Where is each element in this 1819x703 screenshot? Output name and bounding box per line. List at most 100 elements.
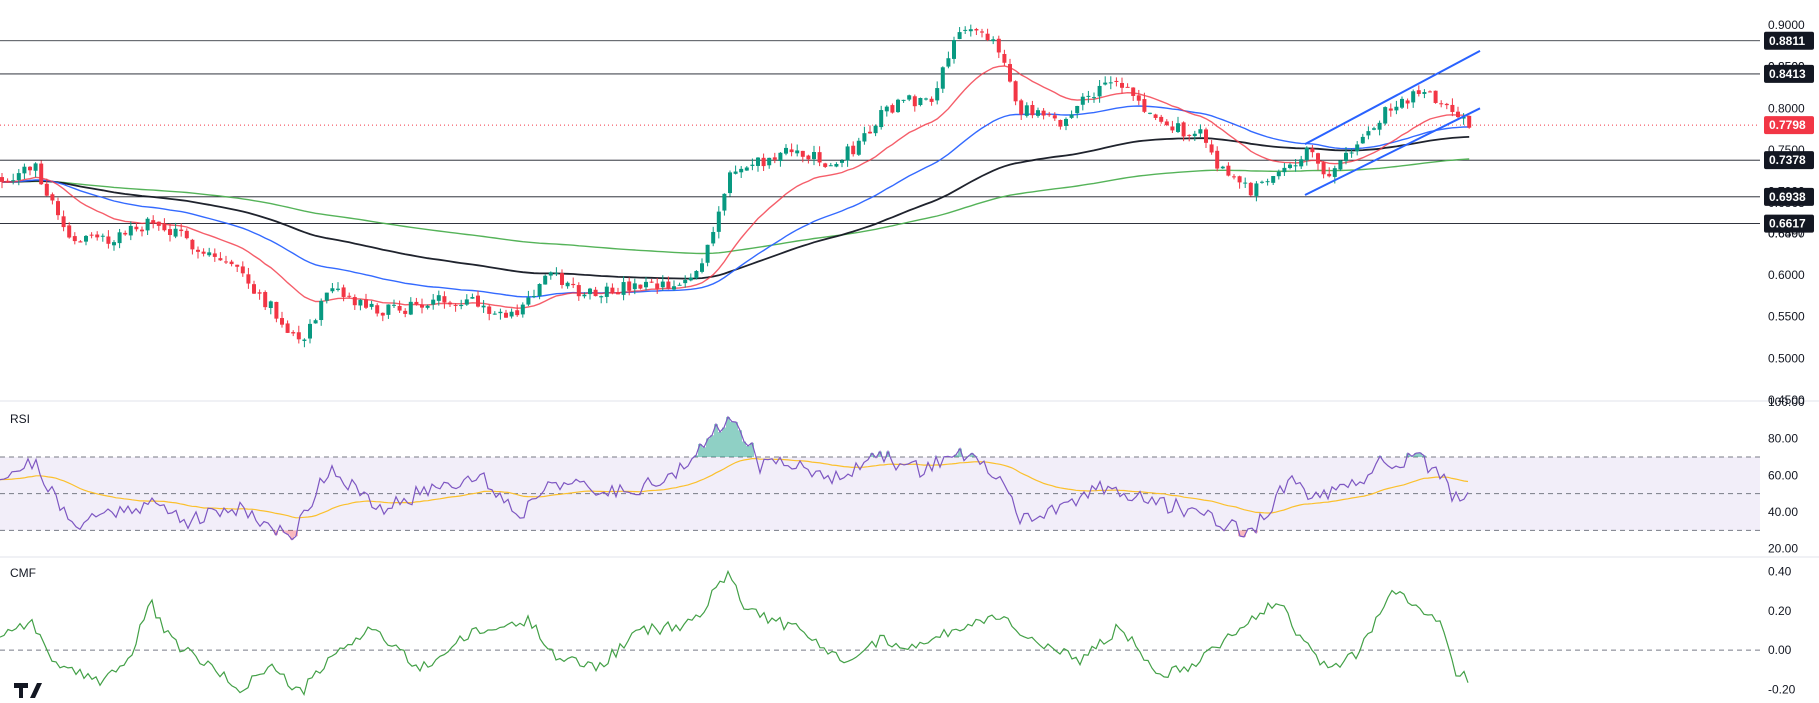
candle-body[interactable]: [666, 281, 671, 289]
candle-body[interactable]: [520, 304, 525, 315]
candle-body[interactable]: [795, 150, 800, 154]
candle-body[interactable]: [1013, 81, 1018, 102]
candle-body[interactable]: [1260, 181, 1264, 183]
candle-body[interactable]: [1248, 182, 1253, 196]
candle-body[interactable]: [1271, 176, 1276, 183]
candle-body[interactable]: [28, 166, 32, 171]
candle-body[interactable]: [1327, 173, 1332, 177]
candle-body[interactable]: [196, 249, 200, 252]
candle-body[interactable]: [224, 261, 228, 263]
candle-body[interactable]: [1159, 116, 1164, 122]
candle-body[interactable]: [1092, 97, 1096, 99]
candle-body[interactable]: [1120, 82, 1124, 88]
candle-body[interactable]: [240, 266, 245, 274]
candle-body[interactable]: [336, 288, 340, 290]
candle-body[interactable]: [784, 147, 788, 154]
candle-body[interactable]: [1226, 165, 1231, 176]
candle-body[interactable]: [677, 284, 682, 286]
candle-body[interactable]: [952, 40, 956, 59]
candle-body[interactable]: [56, 201, 60, 216]
candle-body[interactable]: [1293, 165, 1298, 167]
candle-body[interactable]: [1209, 144, 1214, 153]
candle-body[interactable]: [431, 299, 436, 305]
candle-body[interactable]: [1069, 114, 1074, 118]
candle-body[interactable]: [464, 299, 469, 305]
candle-body[interactable]: [655, 283, 660, 289]
candle-body[interactable]: [364, 299, 368, 308]
candle-body[interactable]: [610, 287, 615, 294]
candle-body[interactable]: [1176, 123, 1180, 132]
candle-body[interactable]: [683, 279, 688, 284]
candle-body[interactable]: [448, 302, 452, 305]
candle-body[interactable]: [330, 288, 335, 292]
candle-body[interactable]: [1192, 133, 1197, 137]
candle-body[interactable]: [1388, 108, 1393, 111]
candle-body[interactable]: [571, 283, 576, 286]
candle-body[interactable]: [1276, 171, 1281, 177]
candle-body[interactable]: [588, 288, 592, 295]
candle-body[interactable]: [884, 106, 889, 112]
candle-body[interactable]: [498, 311, 503, 314]
candle-body[interactable]: [761, 157, 766, 167]
candle-body[interactable]: [543, 275, 548, 285]
candle-body[interactable]: [1181, 122, 1186, 137]
candle-body[interactable]: [358, 299, 363, 306]
candle-body[interactable]: [246, 274, 251, 284]
candle-body[interactable]: [162, 224, 167, 231]
candle-body[interactable]: [1411, 91, 1416, 103]
candle-body[interactable]: [436, 295, 441, 301]
candle-body[interactable]: [1338, 160, 1343, 170]
candle-body[interactable]: [851, 145, 856, 155]
candle-body[interactable]: [190, 239, 195, 250]
candle-body[interactable]: [1254, 183, 1259, 196]
candle-body[interactable]: [739, 168, 744, 173]
candle-body[interactable]: [716, 211, 721, 232]
candle-body[interactable]: [845, 146, 850, 161]
candle-body[interactable]: [252, 284, 256, 294]
candle-body[interactable]: [1008, 64, 1012, 82]
candle-body[interactable]: [1136, 95, 1141, 101]
candle-body[interactable]: [1456, 111, 1460, 118]
candle-body[interactable]: [476, 295, 480, 307]
candle-body[interactable]: [1024, 105, 1029, 116]
candle-body[interactable]: [980, 31, 984, 33]
candle-body[interactable]: [403, 310, 408, 314]
candle-body[interactable]: [151, 220, 156, 223]
candle-body[interactable]: [1232, 176, 1236, 178]
candle-body[interactable]: [1282, 167, 1287, 173]
candle-body[interactable]: [1030, 105, 1035, 116]
candle-body[interactable]: [896, 99, 900, 113]
candle-body[interactable]: [940, 67, 945, 89]
candle-body[interactable]: [840, 160, 844, 163]
candle-body[interactable]: [873, 125, 878, 134]
candle-body[interactable]: [84, 235, 88, 242]
candle-body[interactable]: [593, 289, 598, 297]
candle-body[interactable]: [44, 183, 49, 196]
candle-body[interactable]: [616, 292, 620, 295]
candle-body[interactable]: [1439, 103, 1444, 105]
candle-body[interactable]: [1360, 136, 1365, 144]
channel-upper-trendline[interactable]: [1304, 49, 1481, 146]
candle-body[interactable]: [89, 234, 94, 236]
candle-body[interactable]: [470, 297, 475, 299]
candle-body[interactable]: [280, 318, 284, 325]
candle-body[interactable]: [1377, 122, 1382, 130]
candle-body[interactable]: [1052, 115, 1057, 119]
candle-body[interactable]: [453, 304, 458, 306]
candle-body[interactable]: [767, 157, 772, 166]
candle-body[interactable]: [515, 310, 520, 316]
candle-body[interactable]: [621, 282, 626, 295]
candle-body[interactable]: [1220, 166, 1225, 169]
candle-body[interactable]: [1142, 99, 1147, 112]
candle-body[interactable]: [375, 305, 380, 314]
candle-body[interactable]: [1467, 115, 1472, 128]
candle-body[interactable]: [929, 98, 934, 102]
candle-body[interactable]: [1366, 131, 1371, 136]
candle-body[interactable]: [128, 225, 133, 236]
candle-body[interactable]: [823, 163, 828, 167]
candle-body[interactable]: [985, 33, 990, 41]
candle-body[interactable]: [380, 312, 385, 316]
candle-body[interactable]: [140, 229, 144, 232]
candle-body[interactable]: [1125, 86, 1130, 88]
candle-body[interactable]: [991, 39, 996, 42]
